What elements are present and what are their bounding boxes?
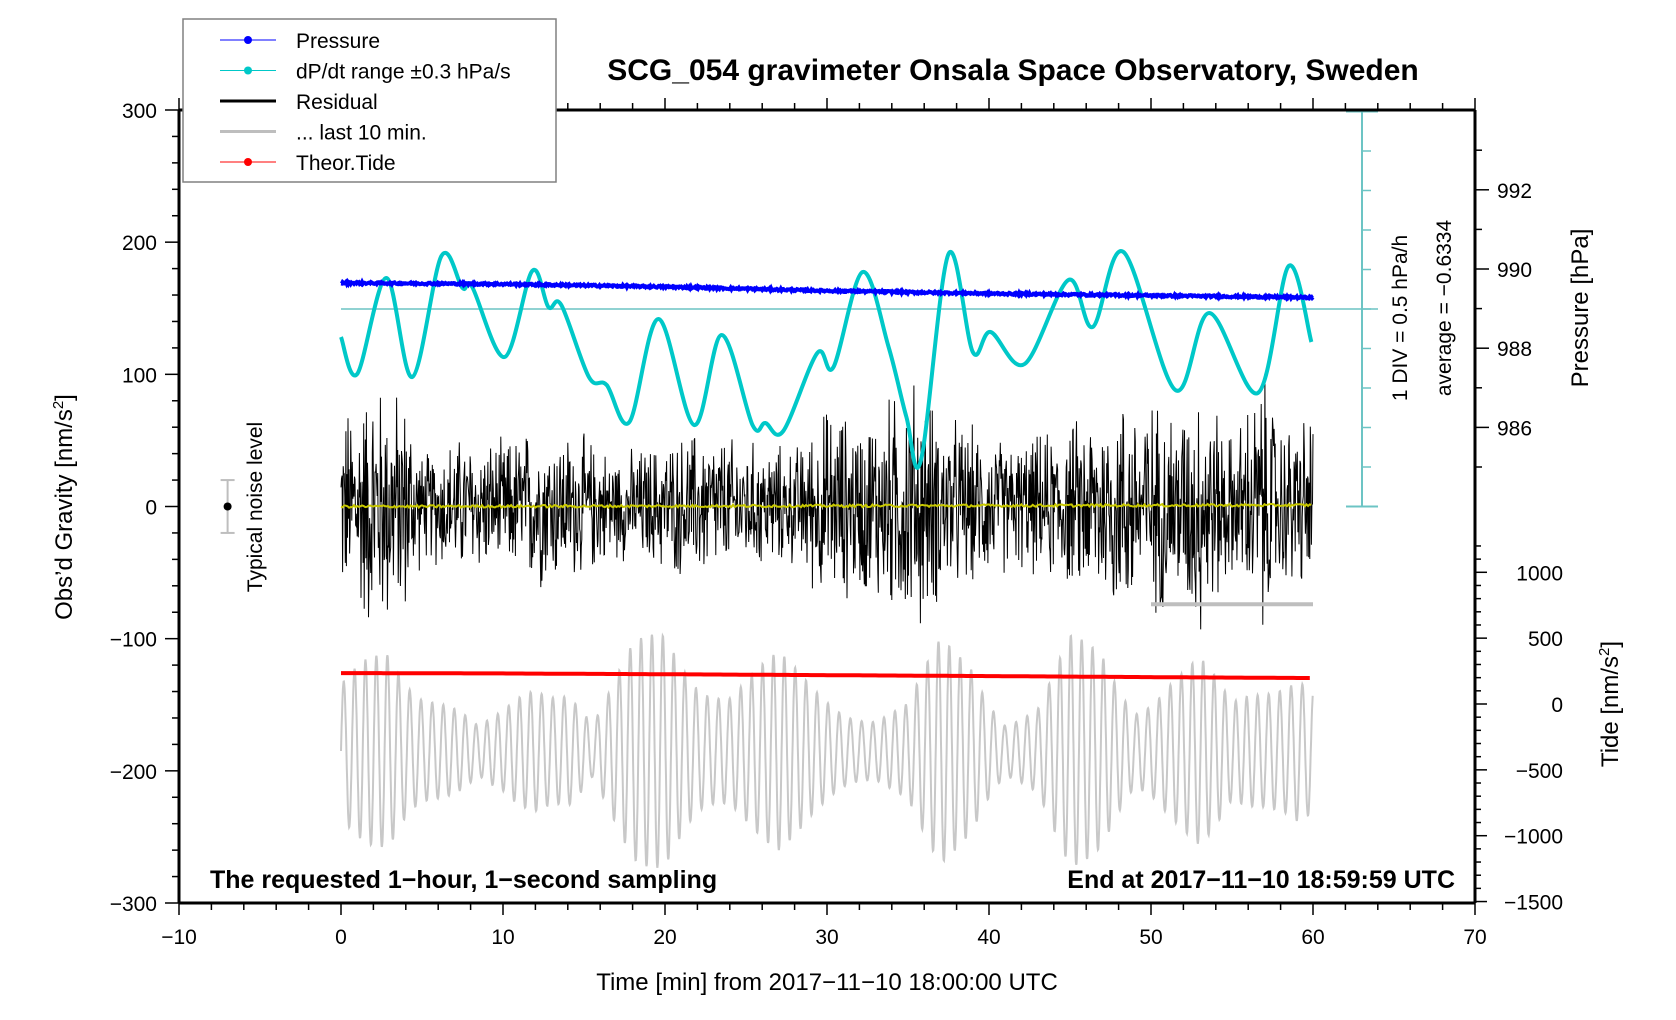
tide-tick-label: −1500 — [1504, 892, 1563, 915]
tide-tick-label: −500 — [1516, 760, 1563, 783]
noise-level-indicator — [220, 479, 235, 534]
chart-title: SCG_054 gravimeter Onsala Space Observat… — [607, 54, 1419, 87]
tide-axis-title-main: Tide [nm/s — [1597, 656, 1624, 767]
noise-level-dot — [223, 502, 232, 511]
tide-tick-label: 1000 — [1516, 562, 1563, 585]
legend-item: dP/dt range ±0.3 hPa/s — [220, 61, 511, 84]
x-tick-label: 0 — [335, 926, 347, 949]
y-axis-title-end: ] — [51, 394, 78, 401]
legend-item: Theor.Tide — [220, 152, 396, 175]
legend-items: Pressure dP/dt range ±0.3 hPa/s Residual..… — [220, 30, 511, 175]
y-axis-title: Obs’d Gravity [nm/s2] — [50, 394, 78, 620]
x-tick-label: 20 — [653, 926, 676, 949]
pressure-axis-title: Pressure [hPa] — [1567, 229, 1594, 388]
legend-label: ... last 10 min. — [296, 122, 427, 145]
y-tick-label: −200 — [110, 761, 157, 784]
dpdt-average-label: average = −0.6334 — [1433, 220, 1456, 397]
legend-label: Residual — [296, 91, 378, 114]
series-layer — [220, 110, 1378, 868]
series-theor-tide — [341, 671, 1310, 680]
legend-swatch-dot — [244, 36, 252, 44]
tide-tick-label: 0 — [1551, 694, 1563, 717]
series-dpdt — [339, 249, 1314, 470]
pressure-tick-label: 986 — [1497, 417, 1532, 440]
legend-swatch-dot — [244, 66, 252, 75]
legend-item: ... last 10 min. — [220, 122, 427, 145]
annotation-left: The requested 1−hour, 1−second sampling — [210, 866, 717, 894]
legend-label: Pressure — [296, 30, 380, 53]
tide-axis-title-sup: 2 — [1596, 648, 1613, 656]
legend: Pressure dP/dt range ±0.3 hPa/s Residual..… — [182, 18, 557, 183]
y-tick-label: −100 — [110, 629, 157, 652]
annotation-right: End at 2017−11−10 18:59:59 UTC — [1067, 866, 1455, 894]
legend-item: Pressure — [220, 30, 380, 53]
y-tick-label: 300 — [122, 100, 157, 123]
y-axis-title-main: Obs’d Gravity [nm/s — [51, 409, 78, 620]
x-tick-label: 60 — [1301, 926, 1324, 949]
series-mean-residual — [340, 502, 1312, 510]
x-axis-title: Time [min] from 2017−11−10 18:00:00 UTC — [596, 969, 1058, 996]
legend-swatch-dot — [244, 158, 252, 166]
legend-label: dP/dt range ±0.3 hPa/s — [296, 61, 511, 84]
pressure-tick-label: 990 — [1497, 259, 1532, 282]
series-residual — [340, 373, 1314, 630]
tide-tick-label: 500 — [1528, 628, 1563, 651]
y-tick-label: 200 — [122, 232, 157, 255]
pressure-tick-label: 988 — [1497, 338, 1532, 361]
noise-level-label: Typical noise level — [244, 422, 267, 592]
series-pressure — [340, 277, 1315, 303]
x-tick-label: −10 — [161, 926, 197, 949]
x-tick-label: 40 — [977, 926, 1000, 949]
tide-axis-title: Tide [nm/s2] — [1596, 641, 1624, 767]
series-gray-oscillation — [340, 632, 1314, 868]
legend-item: Residual — [220, 91, 378, 114]
legend-label: Theor.Tide — [296, 152, 396, 175]
pressure-tick-label: 992 — [1497, 180, 1532, 203]
tide-tick-label: −1000 — [1504, 826, 1563, 849]
dpdt-div-label: 1 DIV = 0.5 hPa/h — [1389, 235, 1412, 401]
x-tick-label: 50 — [1139, 926, 1162, 949]
y-axis-title-sup: 2 — [50, 401, 67, 409]
axis-ticks: −10 0 10 20 30 40 50 60 703002001000−100−200−300… — [110, 98, 1563, 949]
y-tick-label: 0 — [145, 497, 157, 520]
tide-axis-title-end: ] — [1597, 641, 1624, 648]
y-tick-label: 100 — [122, 364, 157, 387]
x-tick-label: 70 — [1463, 926, 1486, 949]
x-tick-label: 10 — [491, 926, 514, 949]
y-tick-label: −300 — [110, 893, 157, 916]
x-tick-label: 30 — [815, 926, 838, 949]
